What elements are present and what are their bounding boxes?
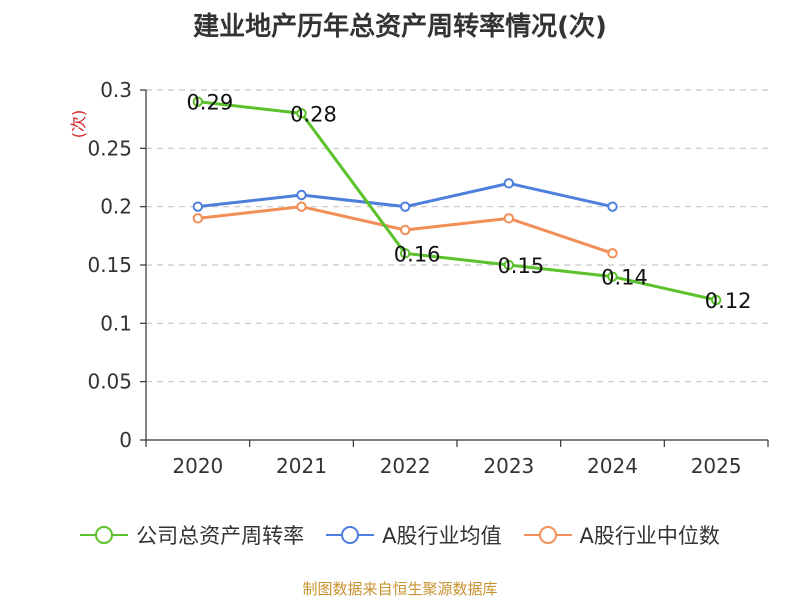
y-axis-label: (次) [69, 110, 88, 139]
legend-item-industry-mean[interactable]: A股行业均值 [326, 520, 502, 550]
y-tick-label: 0.2 [100, 195, 132, 219]
y-tick-label: 0.25 [87, 136, 132, 160]
data-point [503, 259, 515, 271]
x-tick-label: 2023 [483, 454, 534, 478]
data-point [192, 213, 204, 224]
x-tick-label: 2022 [380, 454, 431, 478]
data-label: 0.16 [394, 242, 441, 266]
data-label: 0.28 [290, 102, 337, 126]
x-tick-label: 2025 [691, 454, 742, 478]
data-label: 0.15 [497, 254, 544, 278]
data-point [296, 189, 307, 201]
data-point [607, 271, 618, 282]
legend-item-industry-median[interactable]: A股行业中位数 [523, 520, 720, 550]
y-tick-label: 0.3 [100, 78, 132, 102]
data-point [607, 201, 618, 212]
data-point [399, 224, 411, 236]
data-point [399, 201, 411, 212]
chart-legend: 公司总资产周转率 A股行业均值 A股行业中位数 [0, 520, 800, 550]
data-label: 0.29 [186, 91, 233, 115]
data-label: 0.14 [601, 266, 648, 290]
legend-item-company[interactable]: 公司总资产周转率 [80, 520, 304, 550]
y-tick-label: 0.15 [87, 253, 132, 277]
x-tick-label: 2024 [587, 454, 638, 478]
data-label: 0.12 [705, 289, 752, 313]
y-tick-label: 0.1 [100, 311, 132, 335]
chart-title: 建业地产历年总资产周转率情况(次) [193, 12, 607, 42]
legend-label-company: 公司总资产周转率 [136, 524, 305, 548]
data-point [399, 248, 411, 259]
legend-marker-industry-median-icon [523, 526, 572, 544]
legend-label-industry-mean: A股行业均值 [382, 524, 502, 548]
data-point [296, 201, 307, 212]
data-point [710, 294, 722, 306]
x-tick-label: 2021 [276, 454, 327, 478]
data-point [296, 108, 307, 119]
legend-label-industry-median: A股行业中位数 [579, 524, 720, 548]
series-line-0 [197, 100, 717, 302]
legend-marker-company-icon [80, 526, 129, 544]
y-tick-label: 0 [119, 428, 132, 452]
data-point [503, 213, 515, 224]
y-tick-label: 0.05 [87, 370, 132, 394]
data-point [192, 201, 204, 212]
source-note: 制图数据来自恒生聚源数据库 [302, 580, 498, 598]
data-point [607, 248, 618, 259]
legend-marker-industry-mean-icon [326, 526, 375, 544]
data-point [503, 178, 515, 189]
data-point [192, 96, 204, 107]
x-tick-label: 2020 [172, 454, 223, 478]
